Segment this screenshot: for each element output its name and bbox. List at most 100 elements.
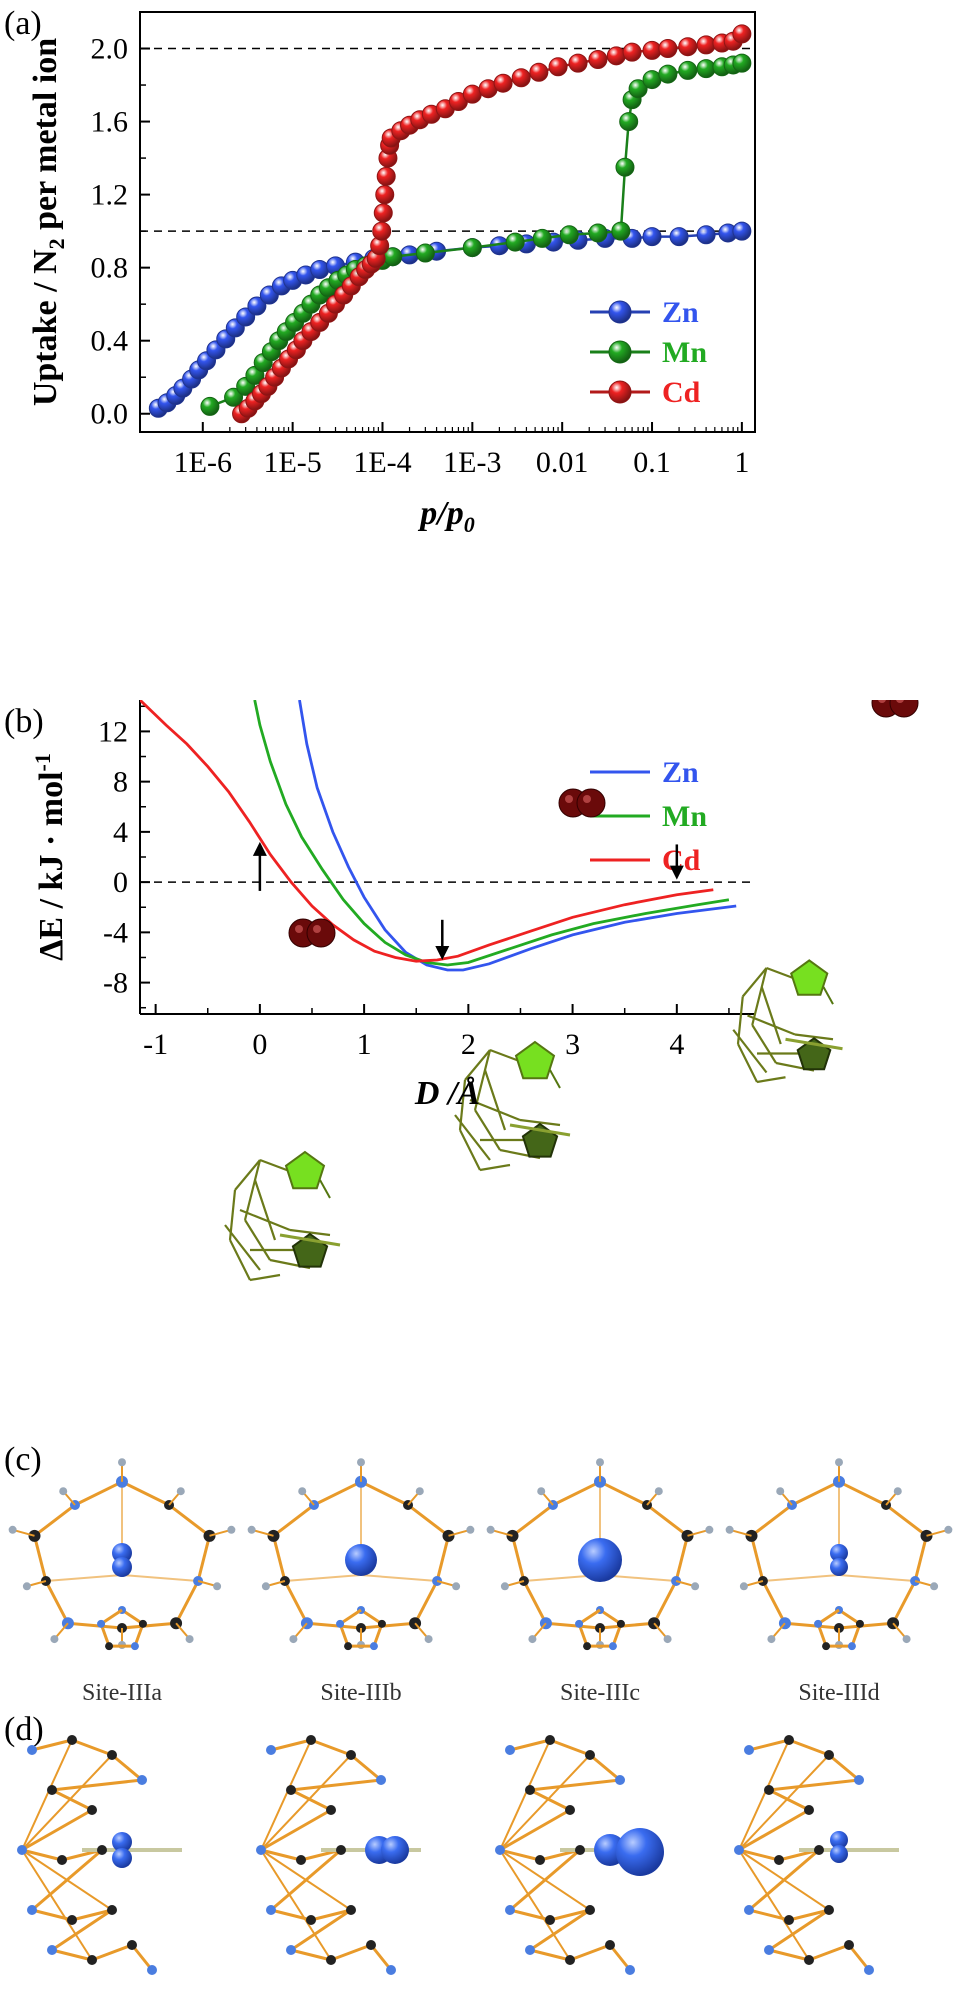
guest-molecule <box>112 1543 132 1563</box>
x-axis-title: D /Å <box>414 1075 480 1112</box>
y-tick-label: 2.0 <box>91 33 129 66</box>
x-tick-label: -1 <box>143 1028 168 1061</box>
x-axis-title: p/p0 <box>417 495 474 537</box>
guest-molecule <box>830 1558 848 1576</box>
x-tick-label: 0.01 <box>536 446 589 479</box>
site-label: Site-IIId <box>798 1680 879 1706</box>
data-point <box>462 84 482 104</box>
y-tick-label: 12 <box>98 715 128 748</box>
y-tick-label: -4 <box>103 916 128 949</box>
data-point <box>511 68 531 88</box>
x-tick-label: 1 <box>357 1028 372 1061</box>
y-axis-title: ΔE / kJ · mol-1 <box>30 753 70 961</box>
panel-label: (c) <box>4 1441 42 1478</box>
legend-label: Zn <box>662 756 699 789</box>
data-point <box>678 60 698 80</box>
data-point <box>642 227 662 247</box>
legend: Zn Mn Cd <box>590 756 707 877</box>
y-tick-label: 8 <box>113 766 128 799</box>
panel-label: (b) <box>4 703 44 740</box>
y-tick-label: 1.6 <box>91 106 129 139</box>
annotation-arrow <box>252 841 267 891</box>
data-point <box>622 42 642 62</box>
legend-label: Mn <box>662 336 707 369</box>
guest-molecule <box>830 1544 848 1562</box>
legend-label: Zn <box>662 296 699 329</box>
curve-mn <box>253 700 730 967</box>
x-tick-label: 1E-5 <box>263 446 321 479</box>
data-point <box>619 112 639 132</box>
n2-molecule <box>558 788 606 818</box>
data-point <box>376 166 396 186</box>
legend-marker <box>608 300 632 324</box>
annotation-arrow <box>669 844 684 880</box>
y-tick-label: 0.8 <box>91 252 129 285</box>
molecule-inset <box>454 1040 571 1172</box>
site-structure-side <box>734 1735 899 1975</box>
y-tick-label: 0.4 <box>91 325 129 358</box>
guest-molecule <box>578 1538 622 1582</box>
data-point <box>658 39 678 59</box>
data-point <box>310 259 330 279</box>
data-point <box>696 225 716 245</box>
site-structure-side <box>256 1735 421 1975</box>
data-point <box>615 157 635 177</box>
legend-label: Cd <box>662 844 701 877</box>
y-tick-label: 0 <box>113 866 128 899</box>
data-point <box>462 238 482 258</box>
data-point <box>568 53 588 73</box>
site-structure-top <box>247 1458 475 1651</box>
site-structure-top <box>8 1458 236 1651</box>
x-tick-label: 4 <box>669 1028 684 1061</box>
y-tick-label: 0.0 <box>91 398 129 431</box>
guest-molecule <box>112 1848 132 1868</box>
x-tick-label: 1E-6 <box>174 446 232 479</box>
site-structure-top <box>486 1458 714 1651</box>
data-point <box>200 396 220 416</box>
site-structure-side <box>17 1735 182 1975</box>
legend-marker <box>608 340 632 364</box>
annotation-arrow <box>435 919 450 960</box>
data-point <box>606 46 626 66</box>
data-point <box>529 62 549 82</box>
legend-label: Cd <box>662 376 701 409</box>
guest-molecule <box>112 1557 132 1577</box>
data-point <box>532 228 552 248</box>
data-point <box>373 203 393 223</box>
y-tick-label: 4 <box>113 816 128 849</box>
x-tick-label: 3 <box>565 1028 580 1061</box>
data-point <box>669 227 689 247</box>
plot-frame <box>139 11 756 433</box>
site-label: Site-IIIb <box>320 1680 401 1706</box>
data-point <box>375 185 395 205</box>
panel-label: (a) <box>4 5 42 42</box>
data-point <box>493 73 513 93</box>
curve-cd <box>140 700 714 963</box>
x-tick-label: 2 <box>461 1028 476 1061</box>
x-tick-label: 1E-3 <box>443 446 501 479</box>
data-point <box>224 387 244 407</box>
site-structure-top <box>725 1458 953 1651</box>
uptake-isotherm-chart: 0.0 0.4 0.8 1.2 1.6 2.0 1E-6 1E-5 1E-4 1E-3 0.01 0.… <box>4 5 756 537</box>
legend-label: Mn <box>662 800 707 833</box>
guest-molecule <box>616 1828 664 1876</box>
site-label: Site-IIIc <box>560 1680 640 1706</box>
series-cd <box>232 24 752 424</box>
x-tick-label: 0 <box>252 1028 267 1061</box>
data-point <box>732 221 752 241</box>
guest-molecule <box>112 1832 132 1852</box>
n2-molecule <box>288 918 336 948</box>
x-tick-label: 1 <box>734 446 749 479</box>
curve-zn <box>298 700 737 972</box>
y-tick-label: 1.2 <box>91 179 129 212</box>
data-point <box>611 221 631 241</box>
guest-molecule <box>345 1544 377 1576</box>
data-point <box>658 64 678 84</box>
guest-molecule <box>830 1831 848 1849</box>
data-point <box>678 37 698 57</box>
panel-label: (d) <box>4 1711 44 1748</box>
crystal-site-structures: (c) (d) Site-IIIa Site-IIIb Site-IIIc Site-II… <box>4 1441 953 1975</box>
data-point <box>247 296 267 316</box>
molecule-inset <box>224 1150 341 1282</box>
y-axis-title: Uptake / N2 per metal ion <box>27 38 69 406</box>
